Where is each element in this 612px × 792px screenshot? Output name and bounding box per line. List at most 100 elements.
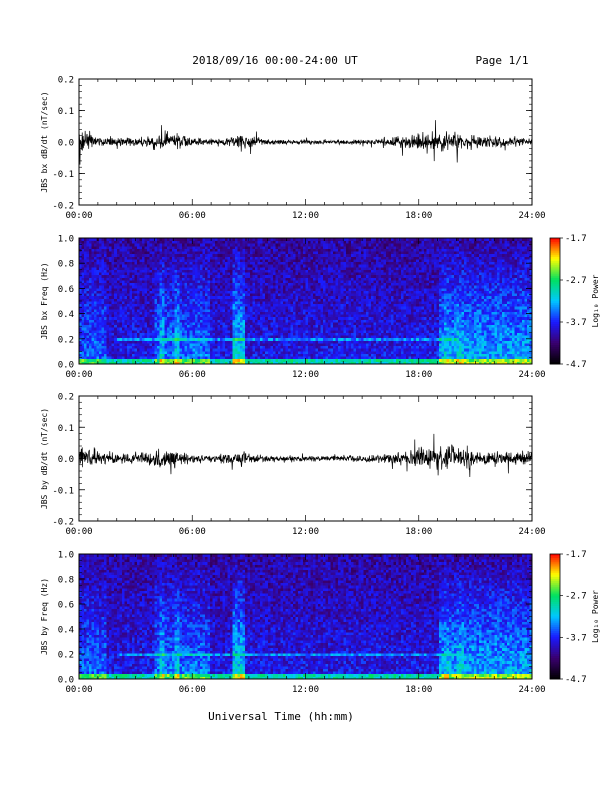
heatmap-cell xyxy=(242,308,246,312)
heatmap-cell xyxy=(91,266,95,270)
heatmap-cell xyxy=(164,356,168,360)
heatmap-cell xyxy=(116,253,120,257)
heatmap-cell xyxy=(106,308,110,312)
heatmap-cell xyxy=(101,293,105,297)
heatmap-cell xyxy=(302,287,306,291)
heatmap-cell xyxy=(106,322,110,326)
heatmap-cell xyxy=(89,345,92,349)
heatmap-cell xyxy=(323,282,327,286)
heatmap-cell xyxy=(184,353,188,357)
heatmap-cell xyxy=(151,314,155,318)
heatmap-cell xyxy=(94,261,98,265)
heatmap-cell xyxy=(310,287,314,291)
heatmap-cell xyxy=(295,245,299,249)
heatmap-cell xyxy=(277,332,281,336)
heatmap-cell xyxy=(325,345,329,349)
heatmap-cell xyxy=(197,274,201,278)
heatmap-cell xyxy=(136,332,140,336)
heatmap-cell xyxy=(260,332,264,336)
heatmap-cell xyxy=(131,256,135,260)
heatmap-cell xyxy=(255,324,259,328)
heatmap-cell xyxy=(182,243,186,247)
heatmap-cell xyxy=(280,361,284,365)
heatmap-cell xyxy=(262,356,266,360)
heatmap-cell xyxy=(247,337,251,341)
heatmap-cell xyxy=(325,298,329,302)
heatmap-cell xyxy=(255,361,259,365)
heatmap-cell xyxy=(328,319,332,323)
heatmap-cell xyxy=(330,295,334,299)
heatmap-cell xyxy=(333,324,337,328)
heatmap-cell xyxy=(81,280,85,284)
heatmap-cell xyxy=(172,256,176,260)
heatmap-cell xyxy=(280,324,284,328)
heatmap-cell xyxy=(134,311,138,315)
heatmap-cell xyxy=(194,348,198,352)
heatmap-cell xyxy=(197,295,201,299)
heatmap-cell xyxy=(255,238,259,242)
heatmap-cell xyxy=(222,253,226,257)
heatmap-cell xyxy=(214,316,218,320)
heatmap-cell xyxy=(308,298,311,302)
heatmap-cell xyxy=(79,290,82,294)
heatmap-cell xyxy=(224,290,228,294)
heatmap-cell xyxy=(295,324,299,328)
heatmap-cell xyxy=(109,343,113,347)
heatmap-cell xyxy=(177,274,181,278)
heatmap-cell xyxy=(250,329,254,333)
heatmap-cell xyxy=(247,293,251,297)
heatmap-cell xyxy=(84,290,87,294)
heatmap-cell xyxy=(184,356,188,360)
heatmap-cell xyxy=(212,269,216,273)
heatmap-cell xyxy=(280,314,284,318)
heatmap-cell xyxy=(182,319,186,323)
heatmap-cell xyxy=(136,353,140,357)
heatmap-cell xyxy=(194,295,198,299)
heatmap-cell xyxy=(209,251,213,255)
heatmap-cell xyxy=(134,345,138,349)
heatmap-cell xyxy=(104,245,108,249)
heatmap-cell xyxy=(154,287,158,291)
heatmap-cell xyxy=(104,264,108,268)
heatmap-cell xyxy=(184,340,188,344)
heatmap-cell xyxy=(167,306,170,310)
heatmap-cell xyxy=(144,245,148,249)
heatmap-cell xyxy=(96,306,100,310)
heatmap-cell xyxy=(242,251,246,255)
heatmap-cell xyxy=(247,332,251,336)
heatmap-cell xyxy=(260,261,264,265)
heatmap-cell xyxy=(172,324,176,328)
heatmap-cell xyxy=(109,293,113,297)
heatmap-cell xyxy=(204,337,208,341)
heatmap-cell xyxy=(260,345,264,349)
heatmap-cell xyxy=(114,337,118,341)
heatmap-cell xyxy=(192,345,196,349)
heatmap-cell xyxy=(272,287,276,291)
panels: 0.20.10.0-0.1-0.200:00 06:00 12:00 18:00 24:… xyxy=(40,76,600,696)
heatmap-cell xyxy=(139,353,143,357)
heatmap-cell xyxy=(255,287,259,291)
heatmap-cell xyxy=(325,253,329,257)
heatmap-cell xyxy=(305,298,309,302)
heatmap-cell xyxy=(222,264,226,268)
heatmap-cell xyxy=(224,303,228,307)
heatmap-cell xyxy=(257,343,261,347)
heatmap-cell xyxy=(167,277,170,281)
heatmap-cell xyxy=(255,261,259,265)
heatmap-cell xyxy=(230,293,233,297)
heatmap-cell xyxy=(106,327,110,331)
heatmap-cell xyxy=(159,243,163,247)
heatmap-cell xyxy=(212,298,216,302)
heatmap-cell xyxy=(197,253,201,257)
heatmap-cell xyxy=(328,280,332,284)
heatmap-cell xyxy=(174,308,178,312)
heatmap-cell xyxy=(174,314,178,318)
heatmap-cell xyxy=(109,272,113,276)
heatmap-cell xyxy=(84,256,87,260)
heatmap-cell xyxy=(182,272,186,276)
heatmap-cell xyxy=(129,280,133,284)
heatmap-cell xyxy=(96,290,100,294)
heatmap-cell xyxy=(277,277,281,281)
heatmap-cell xyxy=(84,253,87,257)
heatmap-cell xyxy=(315,303,319,307)
